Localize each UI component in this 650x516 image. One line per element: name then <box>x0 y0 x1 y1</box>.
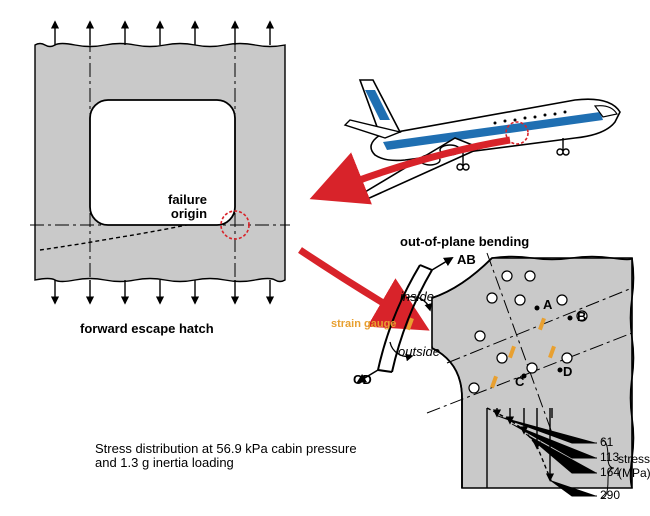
point-c: C <box>515 375 524 389</box>
caption: Stress distribution at 56.9 kPa cabin pr… <box>95 442 357 471</box>
bending-outside: outside <box>398 345 440 359</box>
strain-gauge-label: strain gauge <box>331 318 396 330</box>
bending-cd: CD <box>353 373 372 387</box>
point-a: A <box>543 298 552 312</box>
bending-inside: inside <box>400 290 434 304</box>
bending-title: out-of-plane bending <box>400 235 529 249</box>
hatch-caption: forward escape hatch <box>80 322 214 336</box>
failure-origin-label: failureorigin <box>168 193 207 222</box>
stress-unit: stress(MPa) <box>618 452 650 481</box>
bending-ab: AB <box>457 253 476 267</box>
point-b: B <box>577 310 586 324</box>
aircraft-panel <box>345 80 620 200</box>
point-d: D <box>563 365 572 379</box>
stress-290: 290 <box>600 489 620 502</box>
hatch-panel <box>30 22 290 303</box>
stress-113: 113 <box>600 451 619 464</box>
stress-61: 61 <box>600 436 613 449</box>
